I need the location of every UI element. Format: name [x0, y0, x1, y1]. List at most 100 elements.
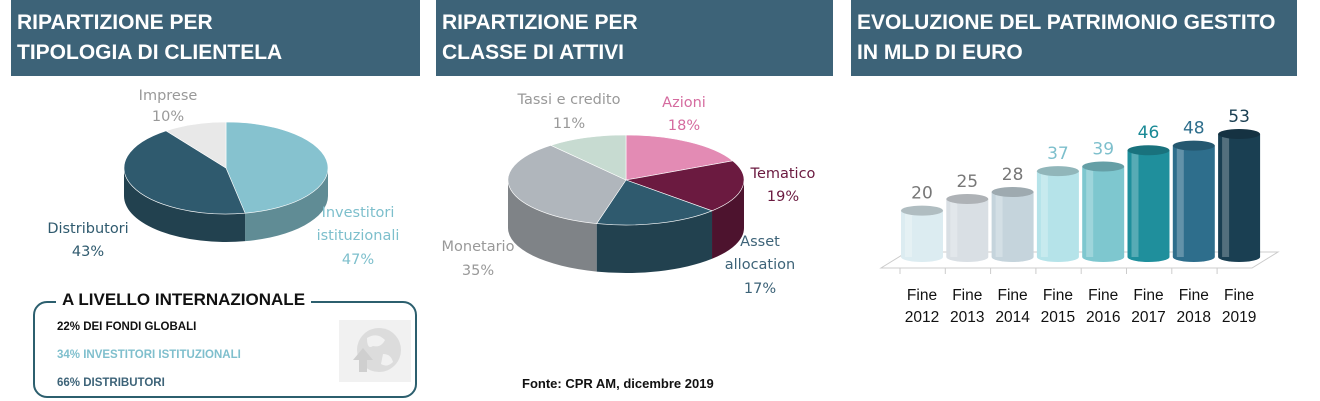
bar-value-label-2: 28 — [1002, 165, 1024, 185]
bar-2 — [991, 187, 1034, 262]
pie-attivi-side-3 — [508, 180, 597, 272]
bar-3 — [1036, 166, 1079, 262]
bar-top-3 — [1036, 166, 1079, 177]
header-patrimonio-line2: IN MLD DI EURO — [857, 41, 1023, 64]
bar-value-label-7: 53 — [1228, 107, 1250, 127]
bar-highlight-1 — [950, 198, 958, 257]
bar-category-label-3-line1: Fine — [1043, 287, 1073, 304]
bar-category-label-7-line1: Fine — [1224, 287, 1254, 304]
bar-body-5 — [1127, 150, 1170, 262]
pie-attivi-label-tassi: Tassi e credito — [517, 92, 621, 108]
bar-value-label-3: 37 — [1047, 144, 1069, 164]
international-line-istituzionali: 34% INVESTITORI ISTITUZIONALI — [57, 349, 241, 361]
header-patrimonio-line1: EVOLUZIONE DEL PATRIMONIO GESTITO — [857, 11, 1276, 34]
pie-attivi-label-asset-1: Asset — [740, 234, 780, 250]
bar-6 — [1172, 140, 1215, 262]
pie-clientela-value-distributori: 43% — [72, 244, 104, 260]
bar-category-label-5-line1: Fine — [1133, 287, 1163, 304]
pie-attivi-label-azioni: Azioni — [662, 95, 706, 111]
bar-category-label-3-line2: 2015 — [1041, 309, 1075, 326]
pie-attivi-slice-3 — [507, 145, 627, 224]
header-attivi: RIPARTIZIONE PER CLASSE DI ATTIVI — [436, 0, 833, 76]
bar-value-label-5: 46 — [1138, 123, 1160, 143]
pie-attivi-value-monetario: 35% — [462, 263, 494, 279]
source-note: Fonte: CPR AM, dicembre 2019 — [522, 376, 714, 391]
bar-category-label-7-line2: 2019 — [1222, 309, 1256, 326]
bar-1 — [946, 193, 989, 262]
bar-category-label-1-line2: 2013 — [950, 309, 984, 326]
bar-body-3 — [1036, 171, 1079, 262]
pie-clientela-slice-1 — [123, 130, 246, 215]
bar-4 — [1082, 161, 1125, 262]
bar-highlight-4 — [1086, 166, 1094, 257]
bar-category-label-4-line1: Fine — [1088, 287, 1118, 304]
bar-category-label-0-line1: Fine — [907, 287, 937, 304]
bar-category-label-6-line2: 2018 — [1177, 309, 1211, 326]
pie-clientela-side-0 — [245, 168, 328, 242]
pie-clientela-value-imprese: 10% — [152, 109, 184, 125]
pie-clientela-slice-0 — [225, 121, 329, 214]
pie-attivi-label-monetario: Monetario — [442, 239, 515, 255]
pie-attivi-side-2 — [596, 210, 713, 274]
pie-clientela-label-investitori-2: istituzionali — [317, 228, 400, 244]
bar-0 — [901, 205, 943, 262]
pie-attivi-label-asset-2: allocation — [725, 257, 795, 273]
bar-top-7 — [1218, 129, 1261, 139]
bar-body-7 — [1218, 134, 1261, 262]
bar-top-0 — [901, 205, 943, 216]
header-patrimonio: EVOLUZIONE DEL PATRIMONIO GESTITO IN MLD… — [851, 0, 1297, 76]
bar-highlight-0 — [905, 210, 912, 257]
bar-top-2 — [991, 187, 1034, 198]
international-title: A LIVELLO INTERNAZIONALE — [56, 290, 312, 310]
international-line-fondi: 22% DEI FONDI GLOBALI — [57, 321, 197, 333]
bar-highlight-5 — [1131, 150, 1139, 257]
pie-clientela-label-imprese: Imprese — [139, 88, 198, 104]
bar-category-label-2-line1: Fine — [998, 287, 1028, 304]
header-attivi-line1: RIPARTIZIONE PER — [442, 11, 638, 34]
header-attivi-line2: CLASSE DI ATTIVI — [442, 41, 625, 64]
bar-top-6 — [1172, 140, 1215, 151]
pie-clientela-side-1 — [124, 168, 246, 242]
bar-category-label-5-line2: 2017 — [1131, 309, 1165, 326]
bar-body-4 — [1082, 166, 1125, 262]
bar-body-6 — [1172, 145, 1215, 262]
pie-attivi-side-1 — [712, 180, 744, 259]
bar-category-label-4-line2: 2016 — [1086, 309, 1120, 326]
bar-value-label-6: 48 — [1183, 119, 1205, 139]
pie-attivi-label-tematico: Tematico — [750, 166, 816, 182]
bar-body-1 — [946, 198, 989, 262]
bar-highlight-6 — [1176, 145, 1184, 257]
bar-value-label-1: 25 — [956, 172, 978, 192]
pie-attivi-value-asset: 17% — [744, 281, 776, 297]
globe-upload-icon — [339, 320, 411, 382]
bar-category-label-2-line2: 2014 — [995, 309, 1030, 326]
pie-clientela-label-investitori-1: Investitori — [322, 205, 395, 221]
bar-top-5 — [1127, 145, 1170, 156]
header-clientela: RIPARTIZIONE PER TIPOLOGIA DI CLIENTELA — [11, 0, 420, 76]
bar-body-0 — [901, 210, 943, 262]
pie-clientela-value-investitori: 47% — [342, 252, 374, 268]
international-line-distributori: 66% DISTRIBUTORI — [57, 377, 165, 389]
pie-clientela-slice-2 — [165, 121, 227, 169]
bar-5 — [1127, 145, 1170, 262]
bar-value-label-0: 20 — [911, 184, 933, 204]
bar-highlight-7 — [1222, 134, 1230, 257]
bar-highlight-3 — [1040, 171, 1048, 257]
bar-category-label-0-line2: 2012 — [905, 309, 939, 326]
bar-top-4 — [1082, 161, 1125, 172]
bar-value-label-4: 39 — [1092, 139, 1114, 159]
bar-7 — [1218, 129, 1261, 262]
bar-top-1 — [946, 193, 989, 204]
pie-attivi-slice-2 — [596, 179, 713, 226]
bar-category-label-1-line1: Fine — [952, 287, 982, 304]
pie-attivi-slice-4 — [549, 134, 627, 181]
pie-attivi-slice-0 — [625, 134, 734, 181]
pie-attivi-value-azioni: 18% — [668, 118, 700, 134]
bar-body-2 — [991, 192, 1034, 262]
header-clientela-line1: RIPARTIZIONE PER — [17, 11, 213, 34]
bar-category-label-6-line1: Fine — [1179, 287, 1209, 304]
header-clientela-line2: TIPOLOGIA DI CLIENTELA — [17, 41, 283, 64]
pie-clientela-label-distributori: Distributori — [47, 221, 128, 237]
pie-attivi-value-tematico: 19% — [767, 189, 799, 205]
